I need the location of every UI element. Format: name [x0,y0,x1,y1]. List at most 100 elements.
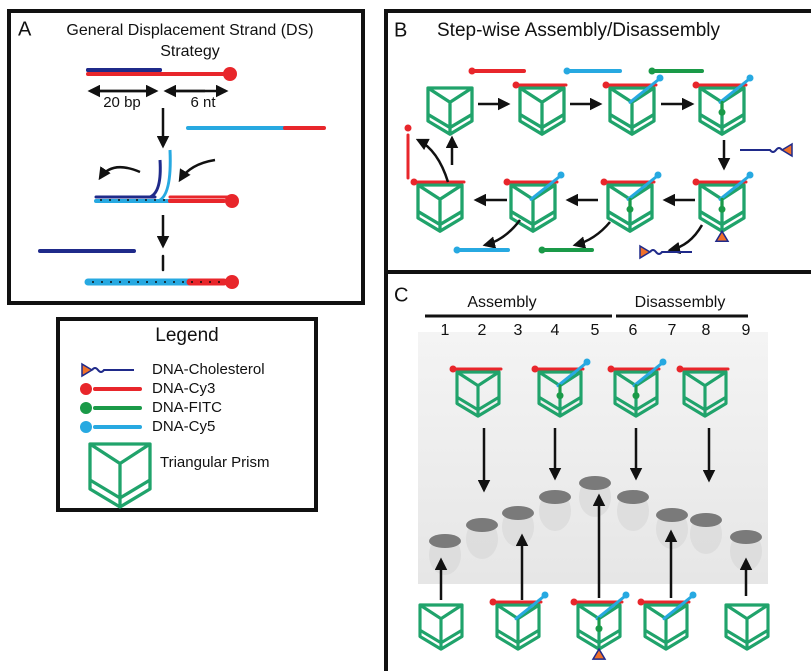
legend-title: Legend [155,325,218,346]
base-pair [163,199,165,201]
fluorophore [225,275,239,289]
prism-edges [420,605,462,649]
fluorophore [558,172,565,179]
fluorophore [623,592,630,599]
panel-label: C [394,284,408,306]
fluorophore [80,421,92,433]
legend-item: DNA-Cholesterol [152,361,265,378]
fluorophore [690,592,697,599]
fluorophore [80,402,92,414]
panel-title: General Displacement Strand (DS) [66,22,313,39]
triangular-prism [610,88,654,134]
base-pair [109,199,111,201]
strand [150,160,160,197]
base-pair [164,281,166,283]
gel-band [730,530,762,544]
lane-label: 9 [742,322,751,339]
gel-band [502,506,534,520]
fluorophore [557,392,564,399]
prism-edges [428,88,472,134]
fluorophore [693,82,700,89]
triangular-prism [520,88,564,134]
triangular-prism [726,605,768,649]
base-pair [110,281,112,283]
fluorophore [513,82,520,89]
arrow [485,220,520,245]
base-pair [173,281,175,283]
fluorophore [677,366,684,373]
lane-label: 3 [514,322,523,339]
base-pair [100,199,102,201]
base-pair [146,281,148,283]
fluorophore [450,366,457,373]
panel-title: Step-wise Assembly/Disassembly [437,20,720,41]
gel-band [539,490,571,504]
prism-edges [520,88,564,134]
lane-label: 5 [591,322,600,339]
prism-edges [645,605,687,649]
lane-label: 1 [441,322,450,339]
triangular-prism [645,605,687,649]
fluorophore [747,75,754,82]
base-pair [218,281,220,283]
arrow [100,167,140,178]
gel-band [690,513,722,527]
fluorophore [660,359,667,366]
base-pair [209,281,211,283]
fluorophore [719,206,726,213]
base-pair [127,199,129,201]
lane-label: 4 [551,322,560,339]
fluorophore [627,206,634,213]
base-pair [200,281,202,283]
fluorophore [719,109,726,116]
arrow [670,225,702,250]
base-pair [182,281,184,283]
prism-edges [610,88,654,134]
prism-edges [90,444,150,507]
base-pair [128,281,130,283]
prism-edges [726,605,768,649]
cholesterol-linker [92,368,134,372]
cholesterol [782,144,792,156]
fluorophore [633,392,640,399]
base-pair [119,281,121,283]
arrow [418,140,448,182]
legend-item: DNA-FITC [152,399,222,416]
panel-label: A [18,18,32,40]
fluorophore [564,68,571,75]
base-pair [92,281,94,283]
prism-edges [497,605,539,649]
triangular-prism [418,185,462,231]
fluorophore [601,179,608,186]
lane-label: 8 [702,322,711,339]
fluorophore [454,247,461,254]
legend-item: DNA-Cy5 [152,418,215,435]
figure: A General Displacement Strand (DS) Strat… [0,0,811,671]
dimension-label: 6 nt [190,94,216,111]
fluorophore [571,599,578,606]
gel-band [429,534,461,548]
fluorophore [584,359,591,366]
arrow [180,160,215,180]
fluorophore [638,599,645,606]
dimension-label: 20 bp [103,94,141,111]
fluorophore [405,125,412,132]
fluorophore [657,75,664,82]
fluorophore [469,68,476,75]
fluorophore [603,82,610,89]
fluorophore [747,172,754,179]
triangular-prism [497,605,539,649]
fluorophore [411,179,418,186]
cholesterol [82,364,92,376]
group-label: Disassembly [635,294,726,311]
base-pair [154,199,156,201]
triangular-prism [420,605,462,649]
fluorophore [490,599,497,606]
fluorophore [504,179,511,186]
group-label: Assembly [467,294,536,311]
fluorophore [655,172,662,179]
base-pair [101,281,103,283]
fluorophore [693,179,700,186]
lane-label: 6 [629,322,638,339]
legend-item: DNA-Cy3 [152,380,215,397]
